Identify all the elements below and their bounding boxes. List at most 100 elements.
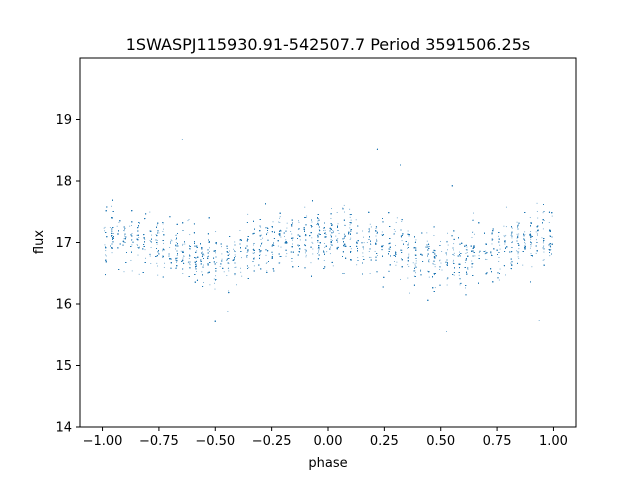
data-point xyxy=(201,271,203,273)
data-point xyxy=(226,275,228,277)
data-point xyxy=(298,245,299,247)
data-point xyxy=(357,257,359,259)
data-point xyxy=(175,257,176,259)
data-point xyxy=(305,235,307,237)
data-point xyxy=(370,256,372,258)
data-point xyxy=(246,252,248,253)
data-point xyxy=(518,251,520,253)
data-point xyxy=(214,288,216,290)
data-point xyxy=(453,274,455,276)
data-point xyxy=(111,252,113,254)
data-point xyxy=(235,266,237,268)
data-point xyxy=(505,234,507,236)
data-point xyxy=(439,260,440,262)
data-point xyxy=(260,226,262,228)
data-point xyxy=(209,284,211,286)
data-point xyxy=(516,237,518,239)
data-point xyxy=(103,227,105,229)
data-point xyxy=(248,267,250,269)
data-point xyxy=(151,234,153,236)
data-point xyxy=(175,246,177,247)
data-point xyxy=(369,256,370,258)
data-point xyxy=(517,224,519,226)
data-point xyxy=(279,235,281,237)
data-point xyxy=(395,251,397,253)
data-point xyxy=(162,250,163,252)
data-point xyxy=(189,234,191,236)
data-point xyxy=(330,218,332,219)
data-point xyxy=(156,224,158,226)
data-point xyxy=(150,241,152,242)
data-point xyxy=(234,267,236,268)
data-point xyxy=(325,234,327,235)
data-point xyxy=(349,216,351,218)
data-point xyxy=(163,228,164,230)
data-point xyxy=(478,251,480,253)
data-point xyxy=(188,261,190,263)
data-point xyxy=(304,235,306,236)
data-point xyxy=(516,233,518,235)
chart-title: 1SWASPJ115930.91-542507.7 Period 3591506… xyxy=(126,35,531,54)
data-point xyxy=(130,259,132,261)
data-point xyxy=(144,249,146,251)
data-point xyxy=(272,253,274,255)
data-point xyxy=(428,276,430,278)
data-point xyxy=(267,227,269,229)
data-point xyxy=(549,255,551,257)
data-point xyxy=(375,228,377,229)
data-point xyxy=(332,230,334,231)
data-point xyxy=(149,211,151,213)
data-point xyxy=(137,245,139,247)
data-point xyxy=(219,266,221,267)
data-point xyxy=(131,225,132,226)
data-point xyxy=(112,233,114,234)
data-point xyxy=(317,236,319,238)
data-point xyxy=(234,274,236,276)
data-point xyxy=(459,251,460,253)
data-point xyxy=(414,272,416,274)
data-point xyxy=(350,219,352,221)
data-point xyxy=(393,229,395,230)
data-point xyxy=(253,244,254,246)
data-point xyxy=(492,239,494,240)
data-point xyxy=(149,240,151,241)
data-point xyxy=(441,269,443,271)
data-point xyxy=(363,236,364,238)
data-point xyxy=(408,242,409,244)
data-point xyxy=(312,226,313,227)
data-point xyxy=(311,241,313,243)
data-point xyxy=(394,233,395,235)
data-point xyxy=(260,238,262,240)
data-point xyxy=(292,239,293,241)
data-point xyxy=(330,234,331,236)
data-point xyxy=(162,223,164,225)
data-point xyxy=(414,265,416,267)
data-point xyxy=(369,273,371,274)
data-point xyxy=(394,261,395,262)
data-point xyxy=(366,242,368,243)
data-point xyxy=(239,230,241,231)
data-point xyxy=(491,243,493,245)
data-point xyxy=(131,244,133,246)
data-point xyxy=(136,234,138,236)
data-point xyxy=(415,239,417,241)
data-point xyxy=(400,235,402,237)
data-point xyxy=(171,258,172,260)
data-point xyxy=(337,238,339,240)
data-point xyxy=(331,240,333,241)
data-point xyxy=(267,232,269,234)
data-point xyxy=(465,244,467,246)
data-point xyxy=(323,243,325,244)
data-point xyxy=(297,228,299,230)
data-point xyxy=(402,233,404,234)
data-point xyxy=(536,239,537,241)
data-point xyxy=(550,246,552,248)
data-point xyxy=(221,253,223,255)
data-point xyxy=(171,240,173,242)
data-point xyxy=(349,227,351,229)
data-point xyxy=(175,259,177,261)
data-point xyxy=(356,264,358,266)
data-point xyxy=(149,255,151,257)
data-point xyxy=(304,252,306,254)
data-point xyxy=(433,235,435,236)
